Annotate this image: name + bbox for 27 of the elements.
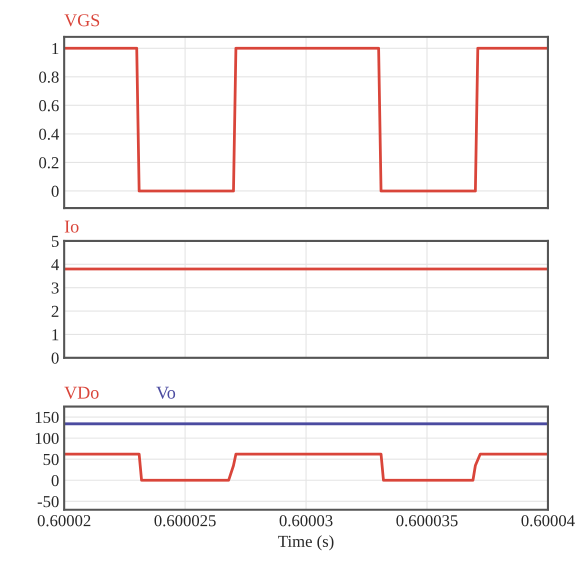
y-tick-label: 0 — [52, 352, 59, 364]
y-tick-label: 3 — [52, 282, 59, 294]
x-tick-label: 0.600035 — [396, 515, 458, 526]
y-tick-label: 5 — [52, 236, 59, 247]
x-tick-label: 0.60002 — [38, 515, 90, 526]
x-tick-label: 0.600025 — [154, 515, 216, 526]
y-tick-label: 1 — [52, 329, 58, 340]
x-tick-label: 0.60003 — [280, 515, 332, 526]
y-tick-label: 0.8 — [39, 72, 59, 83]
y-tick-label: 0.4 — [39, 128, 60, 140]
series-label: Vo — [156, 386, 176, 399]
y-tick-label: 0 — [52, 186, 59, 197]
y-tick-label: 4 — [51, 259, 60, 270]
y-tick-label: 1 — [52, 43, 58, 54]
y-tick-label: 150 — [36, 412, 59, 424]
y-tick-label: 50 — [44, 454, 59, 466]
y-tick-label: 0.2 — [39, 157, 58, 168]
series-label: VGS — [64, 14, 100, 26]
y-tick-label: 100 — [36, 432, 59, 444]
text: Io — [64, 220, 79, 233]
y-tick-label: 0.6 — [39, 100, 59, 112]
text: VDo — [64, 386, 99, 399]
y-tick-label: 0 — [52, 474, 59, 486]
x-axis-title: Time (s) — [278, 535, 334, 550]
y-tick-label: -50 — [38, 496, 59, 508]
x-tick-label: 0.60004 — [521, 515, 575, 526]
y-tick-label: 2 — [52, 306, 58, 317]
